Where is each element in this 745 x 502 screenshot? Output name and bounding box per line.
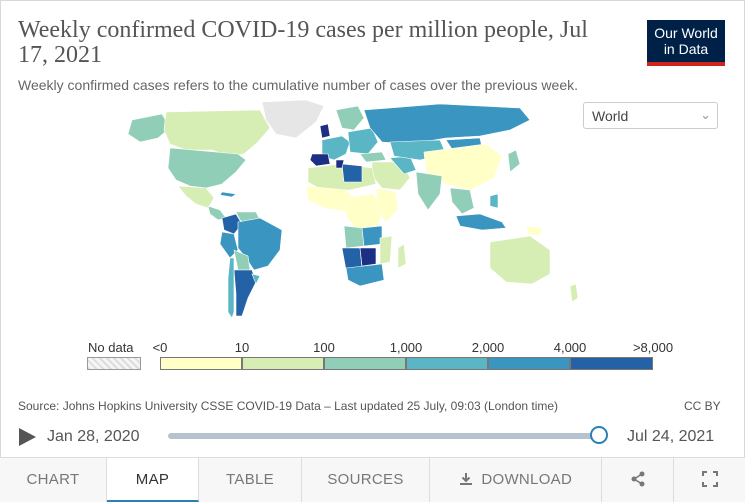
timeline-track[interactable] bbox=[168, 433, 600, 439]
legend-tick: 100 bbox=[313, 340, 335, 355]
logo-line-1: Our World bbox=[654, 25, 718, 41]
tab-label: MAP bbox=[135, 471, 170, 488]
chart-subtitle: Weekly confirmed cases refers to the cum… bbox=[18, 77, 578, 93]
map-legend: No data <0 10 100 1,000 2,000 4,000 >8,0… bbox=[0, 335, 745, 375]
tab-sources[interactable]: SOURCES bbox=[302, 458, 430, 502]
region-new-zealand bbox=[569, 283, 579, 303]
timeline-start-date: Jan 28, 2020 bbox=[47, 428, 140, 445]
tab-download[interactable]: DOWNLOAD bbox=[430, 458, 602, 502]
region-india bbox=[415, 171, 443, 211]
region-japan bbox=[507, 149, 521, 173]
download-icon bbox=[459, 473, 472, 485]
legend-tick: 1,000 bbox=[389, 340, 423, 355]
tab-table[interactable]: TABLE bbox=[199, 458, 302, 502]
region-chile bbox=[227, 257, 235, 319]
tab-label: DOWNLOAD bbox=[481, 471, 573, 488]
region-central-africa bbox=[345, 193, 385, 231]
legend-bin-3[interactable] bbox=[406, 357, 488, 370]
fullscreen-button[interactable] bbox=[674, 458, 745, 502]
legend-no-data-swatch bbox=[87, 357, 141, 370]
tab-label: CHART bbox=[26, 471, 80, 488]
region-turkey bbox=[359, 151, 387, 163]
legend-bin-5[interactable] bbox=[570, 357, 653, 370]
legend-tick: <0 bbox=[152, 340, 168, 355]
region-southeast-asia bbox=[449, 187, 475, 215]
source-note[interactable]: Source: Johns Hopkins University CSSE CO… bbox=[18, 399, 559, 413]
region-usa bbox=[167, 147, 247, 189]
legend-no-data-label: No data bbox=[88, 340, 134, 355]
bottom-tab-bar: CHART MAP TABLE SOURCES DOWNLOAD bbox=[0, 457, 745, 502]
region-select[interactable]: World ⌄ bbox=[583, 102, 718, 129]
legend-tick: 10 bbox=[234, 340, 250, 355]
region-select-value: World bbox=[592, 108, 629, 124]
timeline-end-date: Jul 24, 2021 bbox=[627, 428, 715, 445]
region-tunisia bbox=[335, 159, 345, 169]
fullscreen-icon bbox=[702, 471, 718, 487]
region-greenland bbox=[261, 99, 325, 139]
legend-tick: >8,000 bbox=[632, 340, 674, 355]
region-south-africa bbox=[345, 263, 385, 287]
region-png bbox=[525, 225, 543, 237]
world-map[interactable] bbox=[110, 98, 590, 323]
region-botswana bbox=[359, 247, 377, 267]
share-button[interactable] bbox=[602, 458, 674, 502]
region-mozambique bbox=[379, 235, 393, 265]
tab-map[interactable]: MAP bbox=[107, 458, 199, 502]
region-eastern-europe bbox=[347, 127, 379, 155]
region-zambia bbox=[361, 225, 383, 247]
region-spain bbox=[309, 153, 331, 167]
region-argentina bbox=[233, 269, 257, 317]
license-label[interactable]: CC BY bbox=[684, 399, 721, 413]
region-peru bbox=[219, 231, 239, 259]
region-uruguay bbox=[251, 273, 261, 285]
region-uk bbox=[319, 123, 331, 139]
tab-label: TABLE bbox=[226, 471, 274, 488]
play-icon[interactable] bbox=[19, 428, 36, 446]
region-philippines bbox=[489, 193, 499, 209]
region-scandinavia bbox=[335, 105, 365, 131]
region-mexico bbox=[177, 185, 215, 209]
owid-logo[interactable]: Our World in Data bbox=[647, 20, 725, 66]
region-australia bbox=[489, 235, 551, 285]
region-indonesia bbox=[455, 213, 507, 231]
region-cuba bbox=[219, 191, 237, 198]
share-icon bbox=[631, 471, 645, 487]
tab-chart[interactable]: CHART bbox=[0, 458, 107, 502]
chart-title: Weekly confirmed COVID-19 cases per mill… bbox=[18, 17, 588, 68]
legend-bin-4[interactable] bbox=[488, 357, 570, 370]
region-madagascar bbox=[397, 243, 407, 269]
legend-tick: 2,000 bbox=[471, 340, 505, 355]
chevron-down-icon: ⌄ bbox=[700, 107, 711, 122]
region-libya bbox=[341, 163, 363, 183]
timeline-handle[interactable] bbox=[590, 426, 608, 444]
region-alaska bbox=[127, 113, 171, 143]
legend-bin-1[interactable] bbox=[242, 357, 324, 370]
legend-bin-0[interactable] bbox=[160, 357, 242, 370]
region-angola bbox=[343, 225, 365, 249]
legend-bin-2[interactable] bbox=[324, 357, 406, 370]
logo-line-2: in Data bbox=[663, 41, 709, 57]
legend-tick: 4,000 bbox=[553, 340, 587, 355]
tab-label: SOURCES bbox=[327, 471, 404, 488]
region-russia bbox=[363, 103, 531, 145]
region-brazil bbox=[237, 217, 283, 271]
region-east-africa bbox=[375, 187, 399, 223]
